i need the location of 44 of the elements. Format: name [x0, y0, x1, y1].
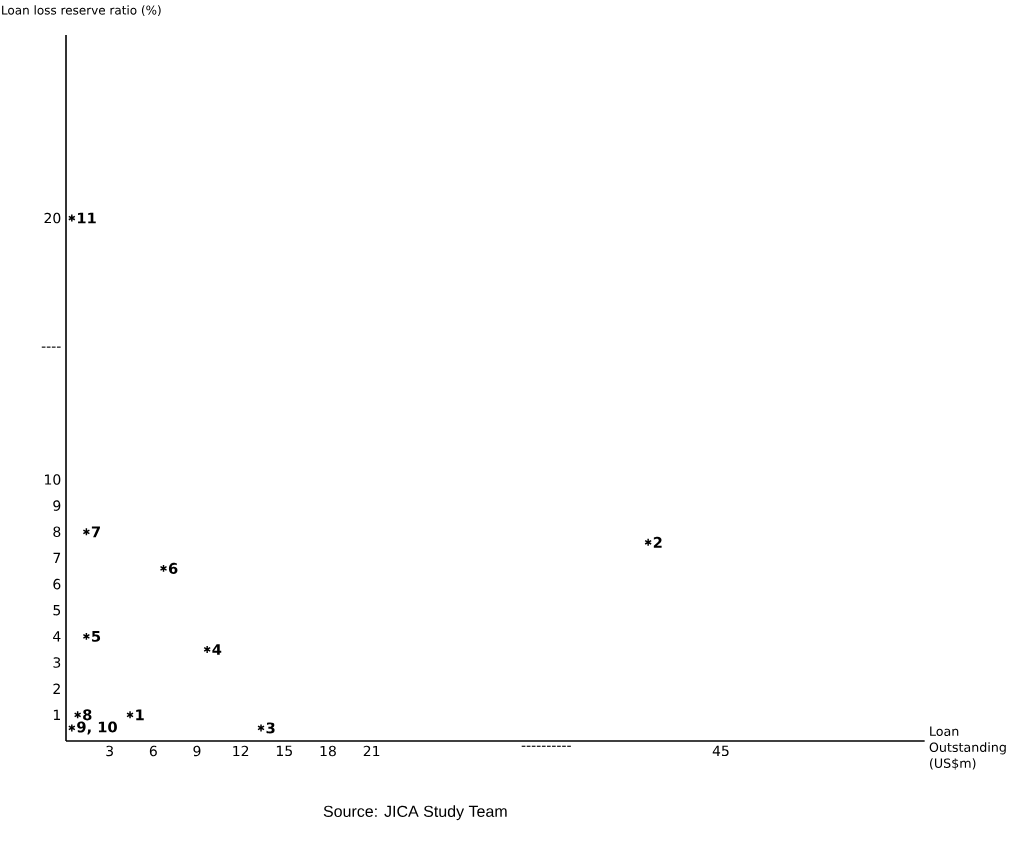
y-tick-label: 5: [53, 605, 61, 616]
source-note: Source: JICA Study Team: [323, 805, 507, 821]
y-tick-label: 6: [53, 578, 61, 590]
y-tick-label: 1: [53, 709, 60, 720]
y-tick-label: ----: [41, 346, 61, 348]
point: [257, 723, 265, 733]
annotation: 7: [91, 526, 100, 538]
y-tick-label: 2: [53, 683, 60, 694]
annotation: 11: [78, 212, 96, 224]
x-axis-title: Loan Outstanding (US$m): [929, 726, 1006, 770]
y-tick-label: 10: [45, 474, 61, 485]
point: [68, 723, 76, 733]
annotation: 6: [168, 562, 178, 574]
x-tick-label: 45: [712, 745, 729, 757]
x-tick-label: ----------: [521, 745, 571, 747]
y-tick-label: 4: [53, 631, 61, 642]
x-tick-label: 3: [106, 745, 113, 757]
annotation: 2: [653, 536, 662, 548]
annotation: 4: [212, 644, 222, 655]
annotation: 9, 10: [77, 721, 117, 735]
point: [82, 632, 91, 641]
point: [644, 538, 652, 547]
point: [73, 710, 82, 720]
annotation: 1: [136, 709, 144, 721]
y-axis-title: Loan loss reserve ratio (%): [2, 5, 161, 17]
x-tick-label: 12: [233, 745, 249, 757]
point: [68, 213, 76, 223]
y-tick-label: 8: [53, 526, 61, 538]
annotation: 3: [266, 722, 275, 734]
x-tick-label: 21: [363, 745, 380, 757]
x-tick-label: 9: [193, 745, 201, 757]
y-tick-label: 9: [53, 500, 61, 511]
annotation: 8: [83, 709, 92, 721]
y-tick-label: 7: [53, 552, 61, 564]
x-tick-label: 18: [320, 745, 336, 757]
point: [82, 527, 91, 537]
x-tick-label: 15: [276, 745, 292, 757]
point: [159, 564, 168, 573]
point: [126, 710, 134, 720]
annotation: 5: [92, 630, 101, 642]
x-tick-label: 6: [149, 745, 157, 757]
point: [203, 645, 211, 654]
y-tick-label: 3: [53, 657, 61, 668]
y-tick-label: 20: [44, 212, 61, 224]
